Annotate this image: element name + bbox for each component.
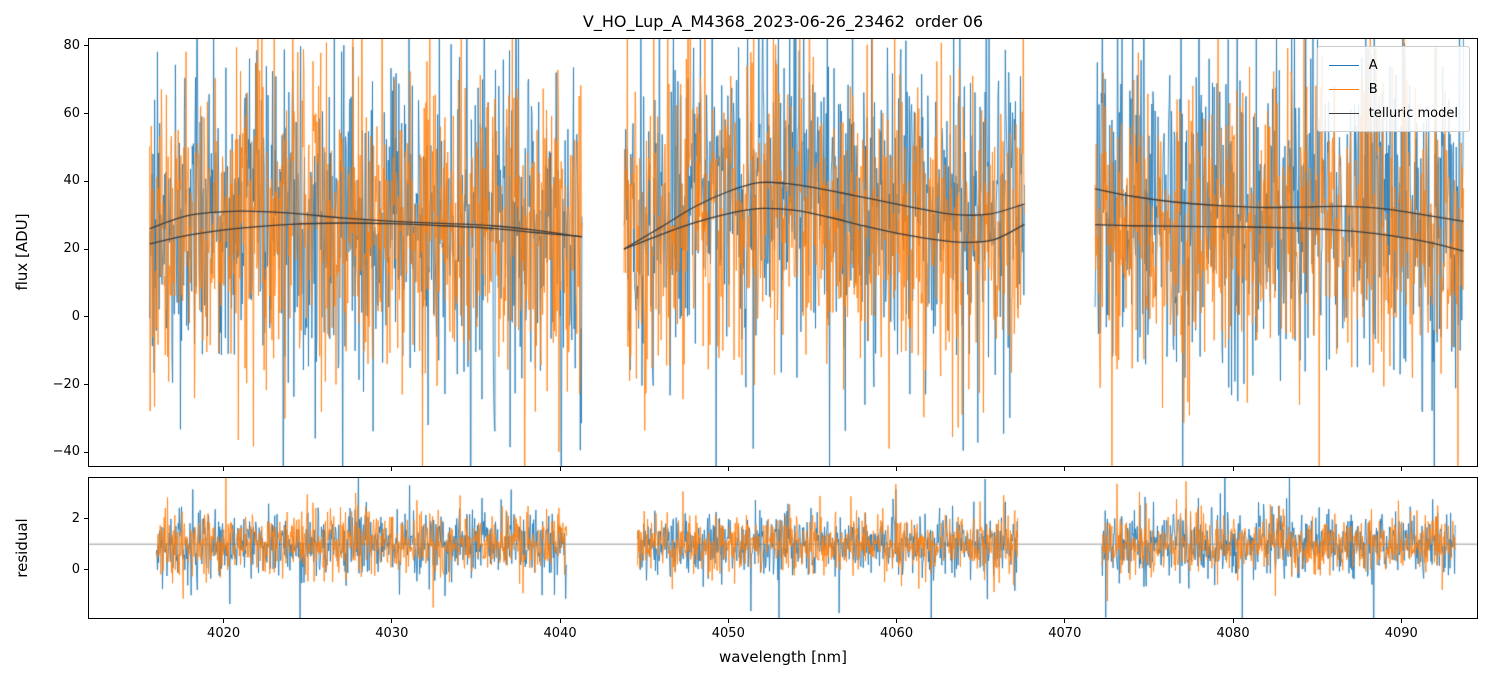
x-tick-label: 4090 (1384, 626, 1418, 641)
y-tick-mark (84, 384, 88, 386)
legend-item-b: B (1328, 77, 1458, 101)
y-tick-mark (84, 451, 88, 453)
x-tick-label: 4030 (375, 626, 409, 641)
y-tick-mark (84, 248, 88, 250)
x-tick-mark (727, 467, 729, 471)
residual-plot-canvas (89, 478, 1477, 618)
legend-label: A (1368, 57, 1378, 73)
x-tick-mark (391, 467, 393, 471)
x-tick-label: 4080 (1216, 626, 1250, 641)
legend-line-swatch (1328, 112, 1359, 114)
x-tick-mark (223, 619, 225, 623)
y-tick-label: 60 (63, 105, 80, 121)
x-tick-label: 4060 (880, 626, 914, 641)
x-tick-mark (896, 619, 898, 623)
y-tick-label: −20 (52, 376, 80, 392)
x-tick-mark (1064, 467, 1066, 471)
x-tick-mark (559, 619, 561, 623)
residual-plot-area (88, 477, 1478, 619)
flux-plot-canvas (89, 39, 1477, 466)
x-tick-mark (727, 619, 729, 623)
chart-title: V_HO_Lup_A_M4368_2023-06-26_23462 order … (582, 12, 984, 31)
y-tick-label: 2 (71, 510, 80, 526)
y-tick-mark (84, 569, 88, 571)
y-tick-mark (84, 518, 88, 520)
legend-label: B (1368, 81, 1378, 97)
y-tick-label: 80 (63, 37, 80, 53)
x-tick-mark (1232, 467, 1234, 471)
legend-label: telluric model (1368, 105, 1458, 121)
legend-item-telluric-model: telluric model (1328, 101, 1458, 125)
x-tick-label: 4020 (207, 626, 241, 641)
y-tick-label: 40 (63, 173, 80, 189)
x-tick-mark (1064, 619, 1066, 623)
x-tick-mark (1400, 619, 1402, 623)
x-tick-mark (1400, 467, 1402, 471)
y-tick-label: 0 (71, 308, 80, 324)
y-tick-mark (84, 316, 88, 318)
legend-line-swatch (1328, 88, 1359, 90)
x-tick-mark (559, 467, 561, 471)
legend-item-a: A (1328, 53, 1458, 77)
y-tick-mark (84, 45, 88, 47)
x-tick-label: 4040 (543, 626, 577, 641)
x-axis-label: wavelength [nm] (719, 648, 847, 666)
y-tick-label: −40 (52, 444, 80, 460)
y-tick-label: 20 (63, 241, 80, 257)
x-tick-label: 4070 (1048, 626, 1082, 641)
y-tick-mark (84, 180, 88, 182)
x-tick-mark (223, 467, 225, 471)
x-tick-mark (896, 467, 898, 471)
y-tick-label: 0 (71, 561, 80, 577)
x-tick-mark (391, 619, 393, 623)
legend-line-swatch (1328, 64, 1359, 66)
x-tick-label: 4050 (711, 626, 745, 641)
x-tick-mark (1232, 619, 1234, 623)
y-tick-mark (84, 113, 88, 115)
